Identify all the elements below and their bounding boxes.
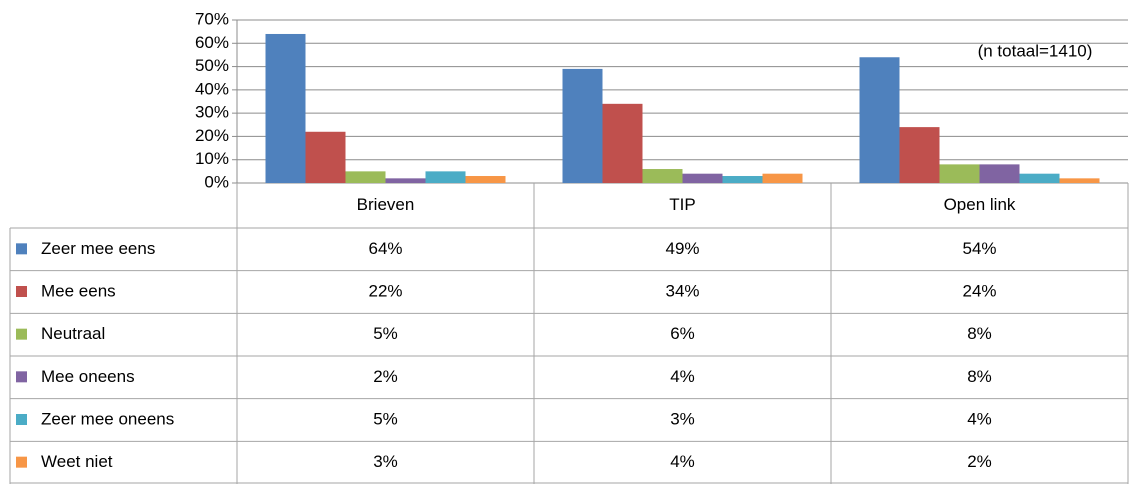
table-value: 3% xyxy=(373,452,398,471)
bar xyxy=(682,173,723,183)
table-value: 6% xyxy=(670,324,695,343)
bar xyxy=(1059,178,1100,183)
legend-label: Mee oneens xyxy=(41,367,135,386)
legend-label: Mee eens xyxy=(41,281,116,300)
legend-label: Weet niet xyxy=(41,452,113,471)
x-tick-label: Open link xyxy=(944,195,1016,214)
y-tick-label: 40% xyxy=(195,79,229,98)
table-value: 64% xyxy=(368,239,402,258)
bar xyxy=(979,164,1020,183)
bar xyxy=(385,178,426,183)
table-value: 2% xyxy=(373,367,398,386)
bar xyxy=(465,176,506,183)
bar xyxy=(642,169,683,183)
table-value: 4% xyxy=(670,367,695,386)
legend-label: Neutraal xyxy=(41,324,105,343)
bar xyxy=(899,127,940,183)
bar xyxy=(762,173,803,183)
y-tick-label: 50% xyxy=(195,56,229,75)
table-value: 4% xyxy=(967,409,992,428)
y-tick-label: 10% xyxy=(195,149,229,168)
table-value: 5% xyxy=(373,324,398,343)
legend-key xyxy=(16,243,27,255)
legend-label: Zeer mee oneens xyxy=(41,409,174,428)
bar xyxy=(722,176,763,183)
table-value: 24% xyxy=(962,281,996,300)
y-tick-label: 30% xyxy=(195,103,229,122)
bar xyxy=(562,68,603,183)
table-value: 5% xyxy=(373,409,398,428)
y-tick-label: 60% xyxy=(195,33,229,52)
bar xyxy=(265,33,306,183)
bar xyxy=(859,57,900,183)
legend-label: Zeer mee eens xyxy=(41,239,155,258)
y-tick-label: 20% xyxy=(195,126,229,145)
table-value: 49% xyxy=(665,239,699,258)
bar xyxy=(602,103,643,183)
table-value: 3% xyxy=(670,409,695,428)
table-value: 8% xyxy=(967,367,992,386)
table-value: 54% xyxy=(962,239,996,258)
bar xyxy=(305,131,346,183)
legend-key xyxy=(16,328,27,340)
y-tick-label: 0% xyxy=(204,172,229,191)
table-value: 22% xyxy=(368,281,402,300)
table-value: 4% xyxy=(670,452,695,471)
table-value: 8% xyxy=(967,324,992,343)
legend-key xyxy=(16,414,27,425)
legend-key xyxy=(16,286,27,297)
annotation: (n totaal=1410) xyxy=(978,41,1093,60)
bar xyxy=(345,171,386,183)
bar xyxy=(939,164,980,183)
bar xyxy=(1019,173,1060,183)
x-tick-label: Brieven xyxy=(357,195,415,214)
legend-key xyxy=(16,371,27,383)
x-tick-label: TIP xyxy=(669,195,695,214)
bar xyxy=(425,171,466,183)
table-value: 34% xyxy=(665,281,699,300)
legend-key xyxy=(16,456,27,468)
table-value: 2% xyxy=(967,452,992,471)
y-tick-label: 70% xyxy=(195,9,229,28)
